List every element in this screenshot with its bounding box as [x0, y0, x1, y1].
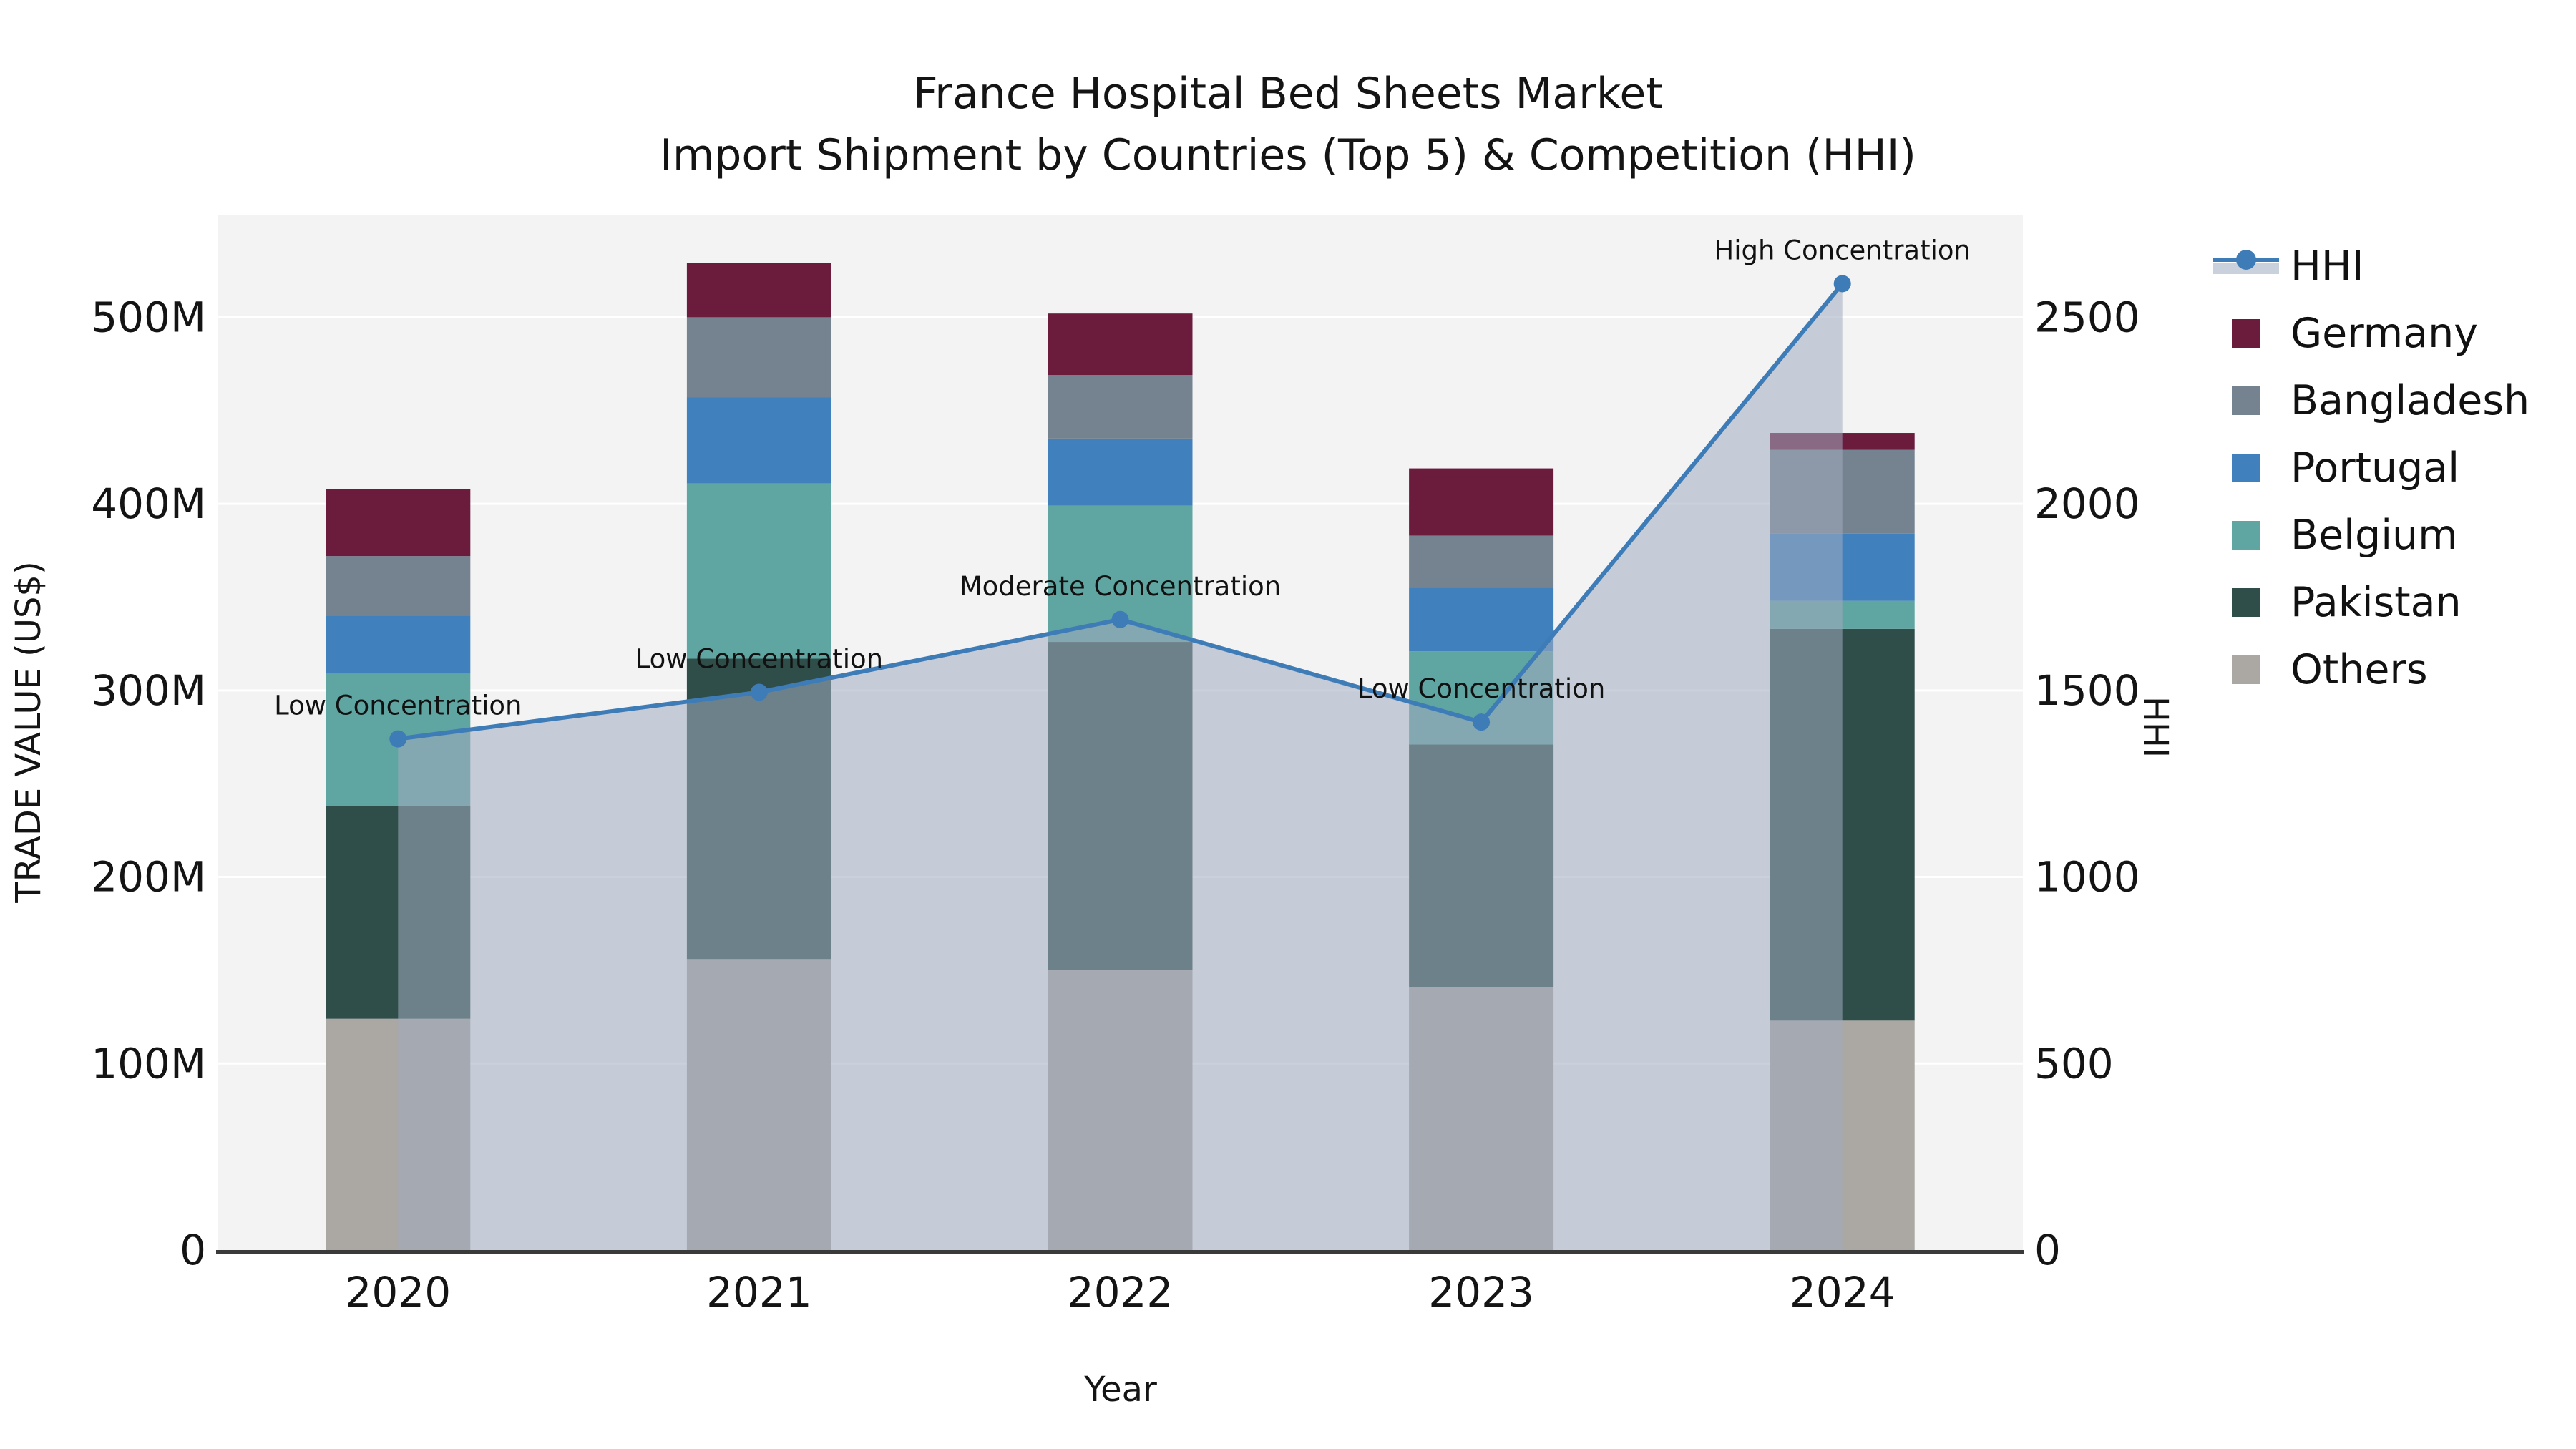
- hhi-marker-2020: [389, 730, 407, 748]
- color-swatch: [2232, 386, 2260, 415]
- bar-segment-bangladesh-2023: [1409, 535, 1554, 588]
- legend-label: Bangladesh: [2290, 377, 2530, 424]
- x-tick-label: 2023: [1428, 1268, 1534, 1317]
- x-axis-label: Year: [1084, 1370, 1157, 1410]
- bar-segment-bangladesh-2021: [686, 317, 831, 398]
- annotation-label: Low Concentration: [274, 691, 522, 721]
- bar-segment-portugal-2021: [686, 397, 831, 484]
- chart-title-line1: France Hospital Bed Sheets Market: [913, 69, 1663, 119]
- legend-label: Germany: [2290, 310, 2478, 357]
- bar-segment-germany-2022: [1048, 313, 1193, 376]
- bar-segment-bangladesh-2020: [326, 556, 471, 616]
- legend-item-pakistan: Pakistan: [2213, 569, 2529, 636]
- legend-label: Portugal: [2290, 444, 2460, 492]
- y-right-tick-label: 1500: [2034, 666, 2140, 715]
- bar-segment-portugal-2020: [326, 615, 471, 674]
- legend-label: HHI: [2290, 243, 2364, 290]
- legend-item-portugal: Portugal: [2213, 434, 2529, 502]
- y-left-tick-label: 400M: [91, 479, 206, 528]
- legend-item-hhi: HHI: [2213, 233, 2529, 300]
- hhi-line-icon: [2213, 250, 2279, 282]
- legend-label: Others: [2290, 646, 2428, 693]
- bar-segment-belgium-2021: [686, 483, 831, 659]
- legend: HHI Germany Bangladesh Portugal Belgium Pakis…: [2213, 233, 2529, 703]
- x-axis-line: [216, 1250, 2024, 1254]
- legend-swatch-icon: [2213, 318, 2279, 349]
- hhi-marker-icon: [2236, 250, 2256, 270]
- legend-swatch-icon: [2213, 452, 2279, 484]
- y-axis-label-right: HHI: [2135, 696, 2175, 758]
- y-left-tick-label: 300M: [91, 666, 206, 715]
- legend-swatch-icon: [2213, 385, 2279, 416]
- annotation-label: High Concentration: [1714, 235, 1971, 265]
- chart-title-line2: Import Shipment by Countries (Top 5) & C…: [660, 130, 1916, 180]
- x-tick-label: 2020: [345, 1268, 451, 1317]
- color-swatch: [2232, 521, 2260, 550]
- y-left-tick-label: 500M: [91, 293, 206, 341]
- annotation-label: Low Concentration: [1357, 673, 1605, 704]
- legend-swatch-icon: [2213, 654, 2279, 686]
- hhi-marker-2021: [750, 683, 768, 701]
- legend-item-germany: Germany: [2213, 300, 2529, 367]
- x-tick-label: 2024: [1790, 1268, 1896, 1317]
- bar-segment-germany-2020: [326, 489, 471, 557]
- y-right-tick-label: 1000: [2034, 853, 2140, 902]
- hhi-marker-2022: [1111, 610, 1129, 628]
- hhi-area: [398, 283, 1843, 1250]
- hhi-marker-2023: [1473, 713, 1491, 731]
- bar-segment-germany-2021: [686, 263, 831, 318]
- color-swatch: [2232, 655, 2260, 684]
- bar-segment-portugal-2023: [1409, 587, 1554, 652]
- legend-swatch-icon: [2213, 519, 2279, 551]
- bar-segment-portugal-2022: [1048, 438, 1193, 506]
- x-tick-label: 2022: [1068, 1268, 1174, 1317]
- color-swatch: [2232, 319, 2260, 348]
- y-axis-label-left: TRADE VALUE (US$): [9, 561, 49, 903]
- bar-segment-bangladesh-2022: [1048, 375, 1193, 439]
- annotation-label: Moderate Concentration: [960, 571, 1281, 602]
- legend-item-others: Others: [2213, 636, 2529, 703]
- legend-item-belgium: Belgium: [2213, 502, 2529, 569]
- color-swatch: [2232, 454, 2260, 482]
- annotation-label: Low Concentration: [635, 643, 883, 674]
- color-swatch: [2232, 588, 2260, 617]
- x-tick-label: 2021: [706, 1268, 812, 1317]
- y-left-tick-label: 100M: [91, 1039, 206, 1088]
- legend-label: Belgium: [2290, 512, 2458, 559]
- y-right-tick-label: 500: [2034, 1039, 2114, 1088]
- y-right-tick-label: 2500: [2034, 293, 2140, 341]
- bar-segment-germany-2023: [1409, 468, 1554, 536]
- y-left-tick-label: 0: [180, 1226, 206, 1274]
- hhi-marker-2024: [1833, 275, 1851, 293]
- y-right-tick-label: 2000: [2034, 479, 2140, 528]
- legend-label: Pakistan: [2290, 579, 2462, 626]
- legend-swatch-icon: [2213, 587, 2279, 618]
- y-left-tick-label: 200M: [91, 853, 206, 902]
- y-right-tick-label: 0: [2034, 1226, 2061, 1274]
- legend-item-bangladesh: Bangladesh: [2213, 367, 2529, 434]
